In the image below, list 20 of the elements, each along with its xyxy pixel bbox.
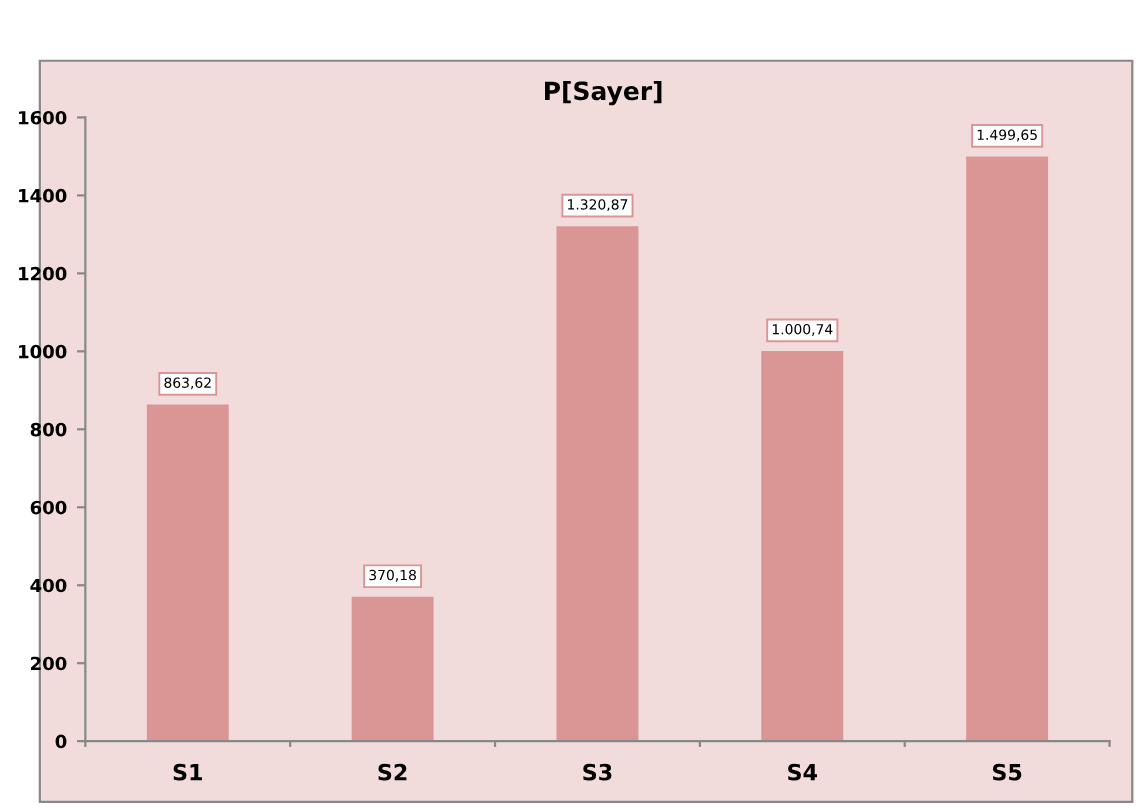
y-tick-label: 400 [30,578,67,593]
bar [146,404,229,742]
x-tick-label: S4 [788,763,817,781]
y-tick-label: 1200 [19,266,67,281]
bar [966,156,1049,742]
x-tick-label: S3 [583,763,612,781]
y-tick-label: 200 [31,656,67,671]
bar [761,351,844,742]
y-tick-label: 1400 [19,188,67,203]
y-tick-label: 1600 [19,110,67,125]
bar [351,596,434,742]
x-tick-label: S1 [173,763,202,781]
y-tick-label: 800 [30,422,67,437]
y-tick-label: 0 [55,734,67,749]
y-tick-label: 600 [30,500,67,515]
chart-title: P[Sayer] [545,80,662,106]
x-tick-label: S2 [378,763,407,781]
bar [556,226,639,742]
x-tick-label: S5 [992,763,1022,781]
y-tick-label: 1000 [19,344,67,359]
